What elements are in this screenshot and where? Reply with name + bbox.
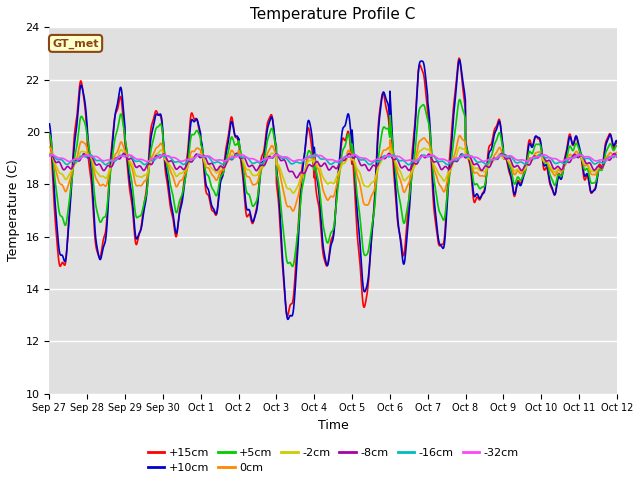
0cm xyxy=(456,133,463,139)
+10cm xyxy=(113,104,121,109)
Line: +15cm: +15cm xyxy=(49,58,617,316)
-32cm xyxy=(613,154,621,159)
+15cm xyxy=(455,55,463,61)
+5cm xyxy=(289,264,296,269)
-16cm xyxy=(81,154,89,160)
+15cm xyxy=(114,106,122,111)
+10cm xyxy=(114,100,122,106)
-8cm xyxy=(45,153,53,158)
-32cm xyxy=(113,155,121,161)
+5cm xyxy=(222,158,230,164)
0cm xyxy=(114,148,122,154)
-16cm xyxy=(273,151,280,157)
-8cm xyxy=(113,155,121,161)
-2cm xyxy=(484,162,492,168)
-2cm xyxy=(613,152,621,157)
Y-axis label: Temperature (C): Temperature (C) xyxy=(7,159,20,262)
-16cm xyxy=(114,156,122,161)
Legend: +15cm, +10cm, +5cm, 0cm, -2cm, -8cm, -16cm, -32cm: +15cm, +10cm, +5cm, 0cm, -2cm, -8cm, -16… xyxy=(143,443,524,478)
+10cm xyxy=(222,153,230,158)
-32cm xyxy=(161,152,168,157)
+15cm xyxy=(81,108,89,113)
Title: Temperature Profile C: Temperature Profile C xyxy=(250,7,416,22)
+15cm xyxy=(613,140,621,146)
0cm xyxy=(81,141,89,147)
Text: GT_met: GT_met xyxy=(52,38,99,48)
X-axis label: Time: Time xyxy=(318,419,349,432)
0cm xyxy=(45,144,53,150)
+5cm xyxy=(613,143,621,149)
-32cm xyxy=(81,152,89,158)
+15cm xyxy=(222,146,230,152)
-16cm xyxy=(113,156,121,162)
+15cm xyxy=(113,108,121,114)
+10cm xyxy=(284,316,292,322)
-2cm xyxy=(222,161,230,167)
+10cm xyxy=(81,102,89,108)
-2cm xyxy=(113,155,121,160)
-8cm xyxy=(438,167,445,172)
-2cm xyxy=(45,150,53,156)
-2cm xyxy=(114,154,122,159)
+10cm xyxy=(613,138,621,144)
+15cm xyxy=(45,131,53,136)
-32cm xyxy=(114,155,122,160)
+5cm xyxy=(484,161,492,167)
Line: -16cm: -16cm xyxy=(49,154,617,165)
+10cm xyxy=(456,57,463,63)
-8cm xyxy=(484,164,492,170)
-32cm xyxy=(438,156,445,162)
-16cm xyxy=(222,158,230,164)
-8cm xyxy=(81,152,89,158)
-2cm xyxy=(81,149,89,155)
0cm xyxy=(289,208,297,214)
-32cm xyxy=(484,157,492,163)
-16cm xyxy=(613,152,621,158)
0cm xyxy=(222,161,230,167)
+5cm xyxy=(113,128,121,134)
-16cm xyxy=(405,162,413,168)
-8cm xyxy=(114,156,122,161)
Line: +5cm: +5cm xyxy=(49,99,617,266)
+10cm xyxy=(45,121,53,127)
-16cm xyxy=(438,158,445,164)
Line: -32cm: -32cm xyxy=(49,155,617,161)
+15cm xyxy=(284,313,291,319)
-8cm xyxy=(292,175,300,181)
-2cm xyxy=(456,144,464,150)
+5cm xyxy=(114,125,122,131)
+15cm xyxy=(438,241,445,247)
-32cm xyxy=(255,158,263,164)
Line: -2cm: -2cm xyxy=(49,147,617,193)
+5cm xyxy=(45,132,53,137)
-16cm xyxy=(45,153,53,158)
-2cm xyxy=(438,175,445,180)
0cm xyxy=(484,162,492,168)
-8cm xyxy=(222,162,230,168)
-16cm xyxy=(484,161,492,167)
0cm xyxy=(613,149,621,155)
+5cm xyxy=(81,121,89,127)
Line: 0cm: 0cm xyxy=(49,136,617,211)
-2cm xyxy=(289,190,297,196)
-32cm xyxy=(45,153,53,158)
+15cm xyxy=(484,151,492,157)
Line: +10cm: +10cm xyxy=(49,60,617,319)
+5cm xyxy=(438,213,445,219)
-8cm xyxy=(613,154,621,160)
+10cm xyxy=(438,243,445,249)
0cm xyxy=(438,185,445,191)
-8cm xyxy=(498,151,506,156)
-32cm xyxy=(222,158,230,164)
+5cm xyxy=(456,96,463,102)
0cm xyxy=(113,150,121,156)
Line: -8cm: -8cm xyxy=(49,154,617,178)
+10cm xyxy=(484,157,492,163)
